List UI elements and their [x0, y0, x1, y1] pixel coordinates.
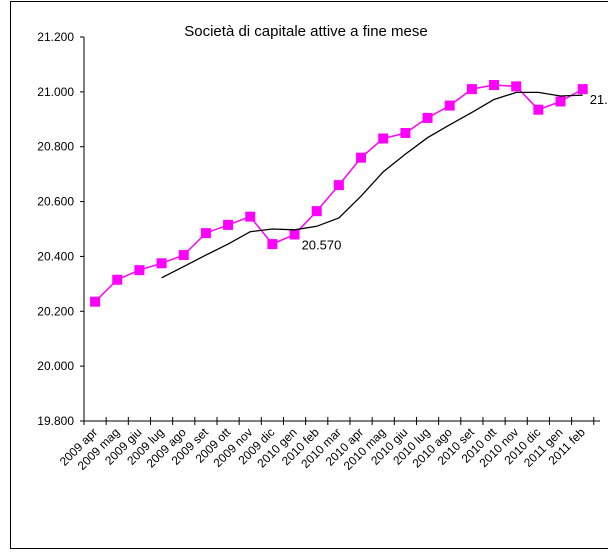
- data-point: [178, 250, 189, 261]
- chart-frame: [10, 1, 608, 549]
- data-point: [112, 274, 123, 285]
- chart-title: Società di capitale attive a fine mese: [184, 23, 427, 40]
- data-point: [533, 104, 544, 115]
- data-point: [489, 80, 500, 90]
- data-label: 21.010: [590, 92, 608, 107]
- labels-layer: 20.570 21.010: [302, 92, 608, 252]
- y-tick-label: 20.200: [37, 304, 74, 318]
- data-point: [422, 112, 433, 123]
- y-tick-label: 21.000: [37, 85, 74, 99]
- y-tick-label: 20.800: [37, 140, 74, 154]
- data-point: [223, 219, 234, 230]
- data-point: [466, 84, 477, 95]
- y-tick-label: 20.000: [37, 359, 74, 373]
- data-point: [333, 180, 344, 191]
- data-label: 20.570: [302, 237, 342, 252]
- data-point: [444, 100, 455, 111]
- data-point: [356, 152, 367, 163]
- y-tick-label: 19.800: [37, 414, 74, 428]
- series-line-0: [94, 84, 584, 303]
- data-point: [378, 133, 389, 144]
- data-point: [511, 81, 522, 92]
- data-point: [267, 239, 278, 250]
- y-tick-label: 20.400: [37, 249, 74, 263]
- data-point: [289, 229, 300, 240]
- data-point: [90, 296, 101, 307]
- series-line-1: [161, 91, 583, 279]
- data-point: [555, 96, 566, 107]
- data-point: [400, 128, 411, 138]
- data-point: [134, 265, 145, 276]
- data-point: [200, 228, 211, 239]
- data-point: [156, 258, 167, 269]
- data-point: [577, 84, 588, 95]
- data-point: [245, 211, 256, 222]
- y-tick-label: 20.600: [37, 195, 74, 209]
- y-tick-label: 21.200: [37, 30, 74, 44]
- series-layer: [90, 80, 588, 307]
- data-point: [311, 206, 322, 217]
